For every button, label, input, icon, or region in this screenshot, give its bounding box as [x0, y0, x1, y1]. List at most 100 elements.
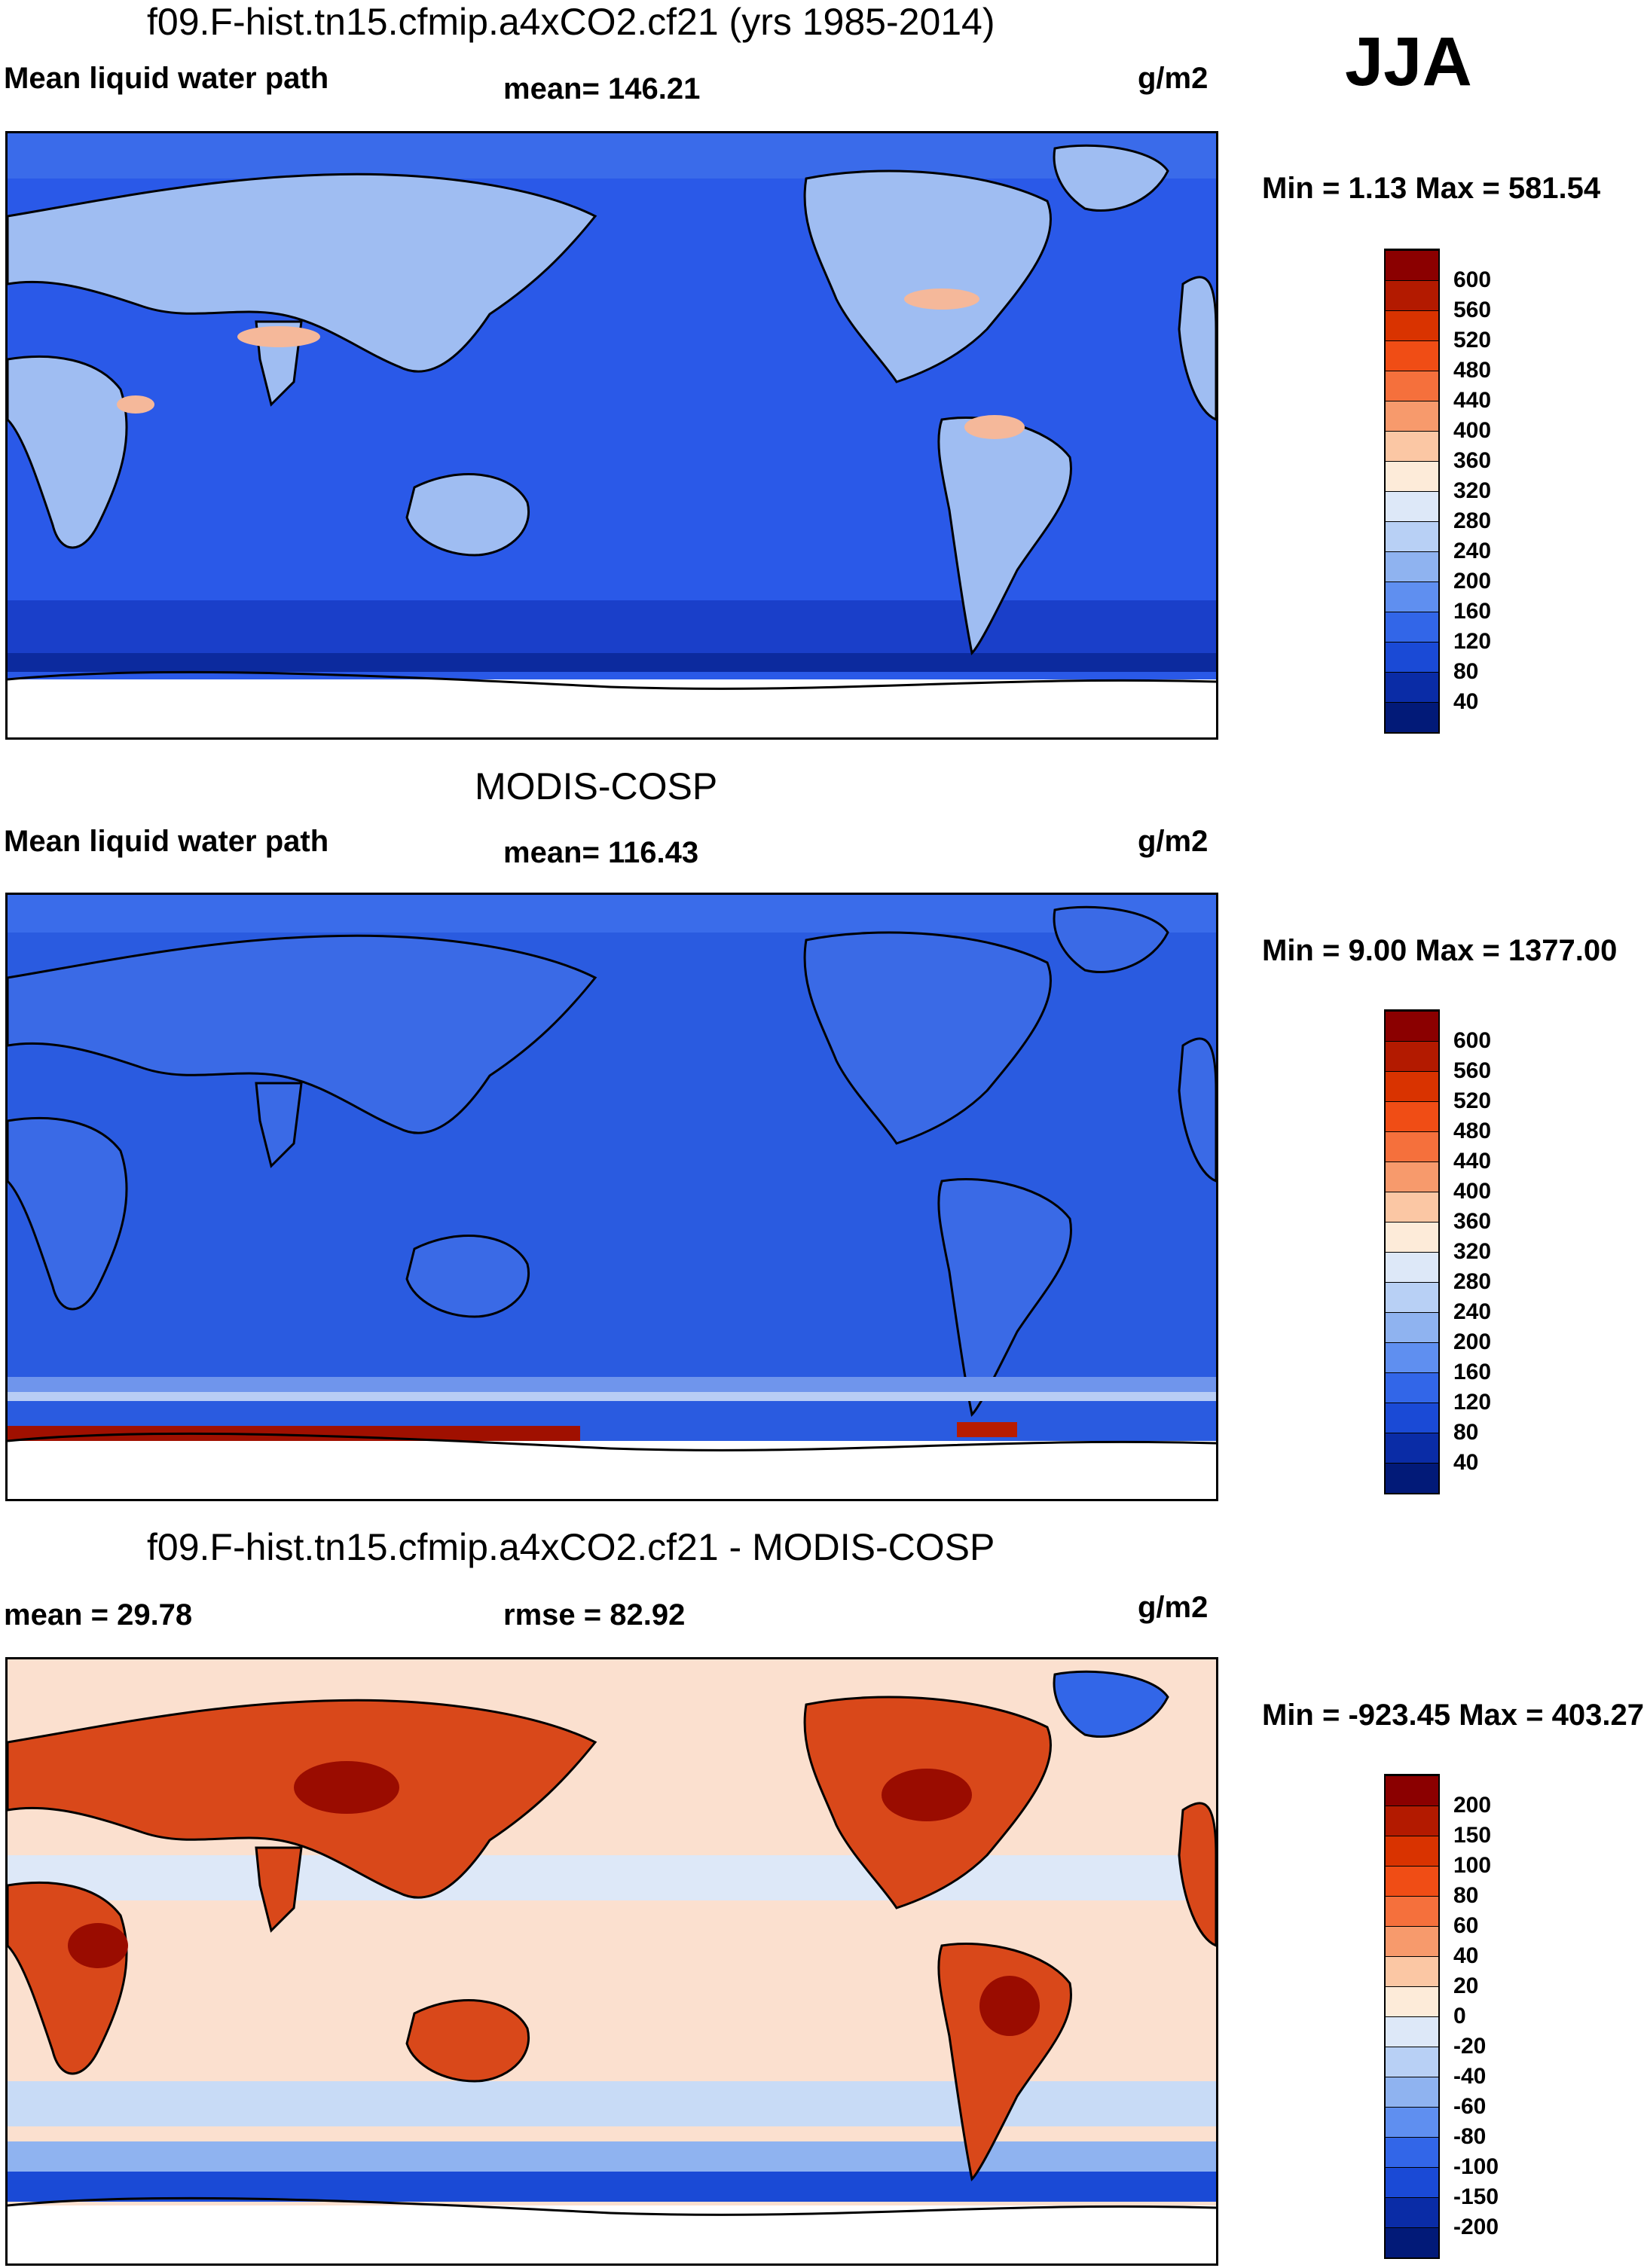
- colorbar-swatch: [1386, 401, 1438, 431]
- colorbar-swatch: [1386, 1222, 1438, 1252]
- colorbar-swatch: [1386, 1403, 1438, 1433]
- colorbar-tick-label: 360: [1453, 1209, 1492, 1234]
- colorbar-swatch: [1386, 2227, 1438, 2257]
- colorbar-tick-label: 100: [1453, 1853, 1492, 1878]
- colorbar-tick-label: 80: [1453, 1420, 1479, 1445]
- colorbar-swatch: [1386, 672, 1438, 702]
- colorbar-swatch: [1386, 2016, 1438, 2047]
- colorbar-swatch: [1386, 280, 1438, 310]
- colorbar-swatch: [1386, 371, 1438, 401]
- colorbar-tick-label: 40: [1453, 1943, 1479, 1968]
- colorbar-swatch: [1386, 461, 1438, 491]
- colorbar-tick-label: -150: [1453, 2184, 1499, 2209]
- panel3-rmse-label: rmse = 82.92: [503, 1598, 686, 1632]
- colorbar-tick-label: 520: [1453, 1088, 1492, 1113]
- colorbar-tick-label: 80: [1453, 659, 1479, 684]
- panel3-colorbar: 200 150 100 80 60 40 20 0 -20 -40 -60 -80 -100 -150 -2…: [1384, 1774, 1499, 2259]
- colorbar-swatch: [1386, 431, 1438, 461]
- panel1-colorbar: 600 560 520 480 440 400 360 320 280 240 200 160 120 8…: [1384, 249, 1491, 734]
- colorbar-swatch: [1386, 1071, 1438, 1101]
- colorbar-tick-label: 320: [1453, 1239, 1492, 1264]
- colorbar-tick-label: 240: [1453, 539, 1492, 563]
- colorbar-swatch: [1386, 1926, 1438, 1956]
- colorbar-tick-label: 560: [1453, 1058, 1492, 1083]
- colorbar-tick-label: 160: [1453, 599, 1492, 624]
- panel2-minmax: Min = 9.00 Max = 1377.00: [1262, 934, 1618, 967]
- panel2-left-label: Mean liquid water path: [4, 825, 329, 858]
- colorbar-swatch: [1386, 612, 1438, 642]
- colorbar-swatch: [1386, 2077, 1438, 2107]
- colorbar-tick-label: 80: [1453, 1883, 1479, 1908]
- colorbar-swatch: [1386, 1041, 1438, 1071]
- panel3-title: f09.F-hist.tn15.cfmip.a4xCO2.cf21 - MODI…: [147, 1526, 995, 1568]
- colorbar-tick-label: 200: [1453, 1329, 1492, 1354]
- panel2-colorbar: 600 560 520 480 440 400 360 320 280 240 200 160 120 8…: [1384, 1009, 1491, 1494]
- colorbar-tick-label: 60: [1453, 1913, 1479, 1938]
- colorbar-swatch: [1386, 1836, 1438, 1866]
- panel1-mean-label: mean= 146.21: [503, 72, 701, 105]
- colorbar-tick-label: 200: [1453, 569, 1492, 594]
- colorbar-swatch: [1386, 1866, 1438, 1896]
- colorbar-tick-label: 280: [1453, 508, 1492, 533]
- panel3-map: [5, 1657, 1218, 2266]
- colorbar-swatch: [1386, 1252, 1438, 1282]
- panel1-minmax: Min = 1.13 Max = 581.54: [1262, 172, 1601, 205]
- colorbar-swatch: [1386, 1131, 1438, 1161]
- colorbar-tick-label: 600: [1453, 1028, 1492, 1053]
- panel2-map: [5, 893, 1218, 1501]
- colorbar-tick-label: -40: [1453, 2064, 1487, 2089]
- panel1-left-label: Mean liquid water path: [4, 62, 329, 95]
- colorbar-swatch: [1386, 310, 1438, 340]
- colorbar-swatch: [1386, 340, 1438, 371]
- panel2-mean-label: mean= 116.43: [503, 836, 699, 869]
- colorbar-tick-label: 160: [1453, 1360, 1492, 1384]
- colorbar-tick-label: 440: [1453, 1149, 1492, 1174]
- colorbar-tick-label: 360: [1453, 448, 1492, 473]
- colorbar-tick-label: -100: [1453, 2154, 1499, 2179]
- colorbar-swatch: [1386, 2197, 1438, 2227]
- colorbar-tick-label: 400: [1453, 1179, 1492, 1204]
- panel1-map: [5, 131, 1218, 740]
- colorbar-swatch: [1386, 1775, 1438, 1806]
- colorbar-tick-label: 240: [1453, 1299, 1492, 1324]
- panel3-mean-label: mean = 29.78: [4, 1598, 193, 1632]
- colorbar-tick-label: 150: [1453, 1823, 1492, 1848]
- colorbar-swatch: [1386, 1161, 1438, 1192]
- colorbar-swatch: [1386, 1433, 1438, 1463]
- colorbar-tick-label: -60: [1453, 2094, 1487, 2119]
- colorbar-swatch: [1386, 1342, 1438, 1372]
- colorbar-swatch: [1386, 2047, 1438, 2077]
- colorbar-tick-label: 520: [1453, 328, 1492, 353]
- colorbar-tick-label: -20: [1453, 2034, 1487, 2059]
- colorbar-tick-label: 400: [1453, 418, 1492, 443]
- colorbar-swatch: [1386, 491, 1438, 521]
- colorbar-tick-label: 40: [1453, 689, 1479, 714]
- colorbar-tick-label: 280: [1453, 1269, 1492, 1294]
- colorbar-swatch: [1386, 1372, 1438, 1403]
- colorbar-swatch: [1386, 2167, 1438, 2197]
- colorbar-tick-label: 0: [1453, 2004, 1466, 2028]
- panel2-title: MODIS-COSP: [475, 765, 718, 807]
- colorbar-swatch: [1386, 2107, 1438, 2137]
- colorbar-swatch: [1386, 1956, 1438, 1986]
- colorbar-swatch: [1386, 1806, 1438, 1836]
- colorbar-swatch: [1386, 2137, 1438, 2167]
- season-label: JJA: [1345, 23, 1472, 100]
- panel2-units: g/m2: [1138, 825, 1209, 858]
- colorbar-swatch: [1386, 581, 1438, 612]
- panel1-units: g/m2: [1138, 62, 1209, 95]
- colorbar-tick-label: 480: [1453, 1119, 1492, 1143]
- colorbar-tick-label: 440: [1453, 388, 1492, 413]
- colorbar-swatch: [1386, 1896, 1438, 1926]
- colorbar-tick-label: 320: [1453, 478, 1492, 503]
- colorbar-swatch: [1386, 1312, 1438, 1342]
- colorbar-swatch: [1386, 1463, 1438, 1493]
- colorbar-tick-label: 560: [1453, 298, 1492, 322]
- colorbar-swatch: [1386, 1192, 1438, 1222]
- colorbar-tick-label: 200: [1453, 1793, 1492, 1818]
- colorbar-swatch: [1386, 702, 1438, 732]
- colorbar-swatch: [1386, 1282, 1438, 1312]
- panel3-minmax: Min = -923.45 Max = 403.27: [1262, 1699, 1644, 1732]
- colorbar-swatch: [1386, 1986, 1438, 2016]
- colorbar-tick-label: 600: [1453, 267, 1492, 292]
